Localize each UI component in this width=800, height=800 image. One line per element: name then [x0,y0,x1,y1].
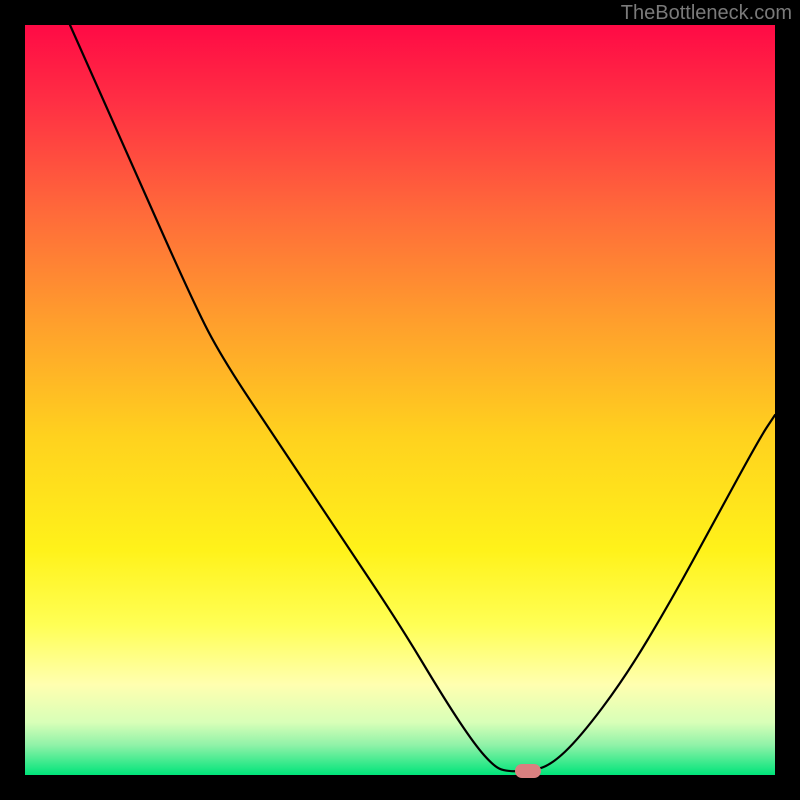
chart-container: TheBottleneck.com [0,0,800,800]
bottleneck-curve-layer [25,25,775,775]
optimal-marker [515,764,541,778]
plot-area [25,25,775,775]
bottleneck-curve [70,25,775,771]
watermark-text: TheBottleneck.com [621,2,792,25]
